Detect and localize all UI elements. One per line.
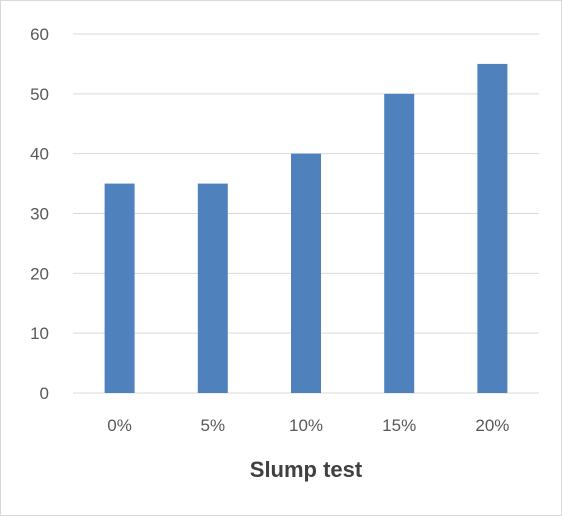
- x-axis-tick-labels: 0% 5% 10% 15% 20%: [107, 416, 509, 435]
- x-tick-label: 20%: [475, 416, 509, 435]
- bar-0%: [104, 183, 135, 393]
- y-tick-label: 10: [30, 324, 49, 343]
- y-tick-label: 30: [30, 205, 49, 224]
- bar-20%: [477, 63, 508, 394]
- x-tick-label: 15%: [382, 416, 416, 435]
- y-axis-tick-labels: 0 10 20 30 40 50 60: [30, 25, 49, 403]
- y-tick-label: 0: [40, 384, 49, 403]
- x-tick-label: 10%: [289, 416, 323, 435]
- x-axis-title: Slump test: [250, 457, 363, 482]
- y-tick-label: 50: [30, 85, 49, 104]
- bar-10%: [291, 153, 321, 393]
- y-tick-label: 20: [30, 264, 49, 283]
- bars: [104, 63, 508, 394]
- bar-15%: [384, 93, 415, 393]
- y-tick-label: 60: [30, 25, 49, 44]
- y-tick-label: 40: [30, 145, 49, 164]
- bar-5%: [197, 183, 228, 393]
- x-tick-label: 5%: [201, 416, 226, 435]
- x-tick-label: 0%: [107, 416, 132, 435]
